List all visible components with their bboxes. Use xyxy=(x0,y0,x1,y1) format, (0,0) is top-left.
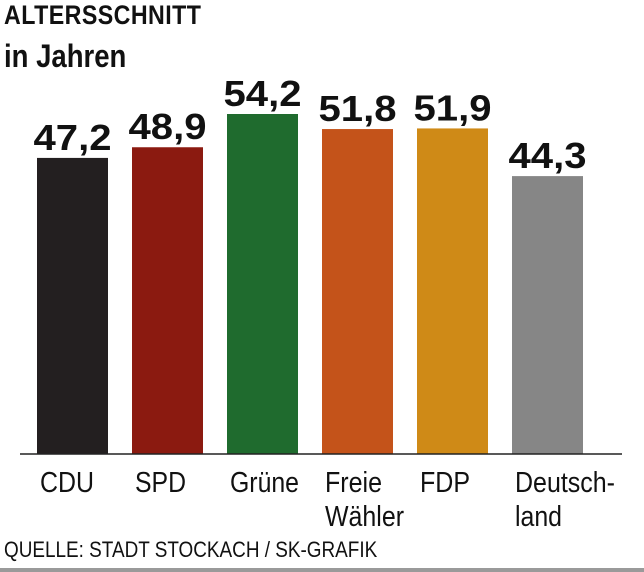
chart-title: ALTERSSCHNITT xyxy=(4,0,202,30)
value-label-3: 51,8 xyxy=(319,88,397,129)
bar-3 xyxy=(322,129,393,454)
category-label-3-line-0: Freie xyxy=(325,467,382,499)
bar-1 xyxy=(132,147,203,454)
category-label-1: SPD xyxy=(135,467,186,499)
bar-5 xyxy=(512,176,583,454)
chart-subtitle: in Jahren xyxy=(4,38,127,74)
category-label-2: Grüne xyxy=(230,467,299,499)
value-label-2: 54,2 xyxy=(224,73,302,114)
value-labels-group: 47,2 48,9 54,2 51,8 51,9 44,3 xyxy=(34,73,587,176)
value-label-4: 51,9 xyxy=(414,87,492,128)
bar-2 xyxy=(227,114,298,454)
bottom-rule xyxy=(0,568,644,572)
category-label-5-line-1: land xyxy=(515,501,562,533)
value-label-1: 48,9 xyxy=(129,106,207,147)
bar-0 xyxy=(37,157,108,454)
value-label-5: 44,3 xyxy=(509,135,587,176)
value-label-0: 47,2 xyxy=(34,117,112,158)
source-note: QUELLE: STADT STOCKACH / SK-GRAFIK xyxy=(4,537,378,562)
category-label-5-line-0: Deutsch- xyxy=(515,467,615,499)
category-label-3-line-1: Wähler xyxy=(325,501,404,533)
category-label-4: FDP xyxy=(420,467,470,499)
bar-4 xyxy=(417,128,488,454)
category-label-0: CDU xyxy=(40,467,94,499)
bars-group xyxy=(37,114,583,454)
